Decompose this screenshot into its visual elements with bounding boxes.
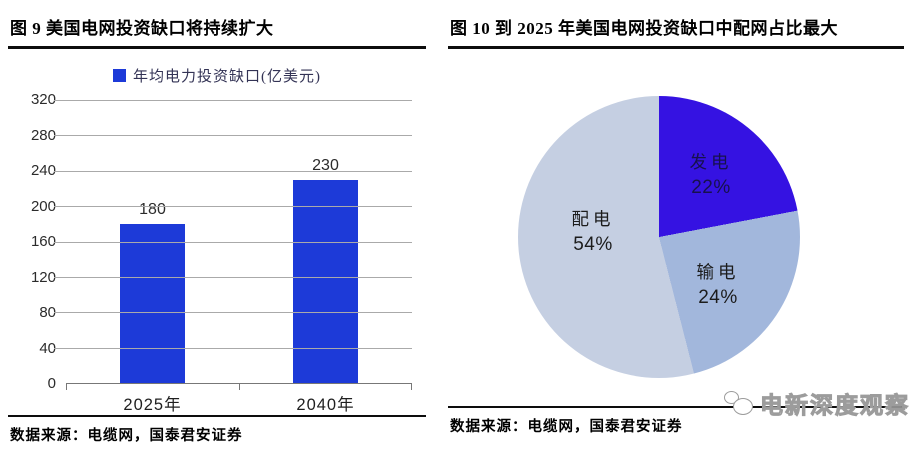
gridline bbox=[54, 241, 412, 243]
bar-2025: 180 bbox=[120, 201, 185, 383]
y-axis: 0 40 80 120 160 200 240 280 320 bbox=[8, 91, 66, 392]
figure10-source-text: 数据来源：电缆网，国泰君安证券 bbox=[450, 419, 683, 435]
y-tick-label: 0 bbox=[47, 375, 56, 392]
y-tick-label: 160 bbox=[30, 233, 56, 250]
pie bbox=[518, 96, 800, 378]
figure10-source: 数据来源：电缆网，国泰君安证券 bbox=[448, 406, 904, 442]
y-tick-label: 240 bbox=[30, 162, 56, 179]
bar-column-2025: 180 bbox=[66, 100, 239, 383]
gridline bbox=[54, 347, 412, 349]
y-tick-label: 200 bbox=[30, 197, 56, 215]
legend-label: 年均电力投资缺口(亿美元) bbox=[133, 69, 321, 85]
gridline bbox=[54, 135, 412, 137]
pie-label-generation-pct: 22% bbox=[691, 177, 731, 198]
gridline bbox=[54, 206, 412, 208]
pie-label-transmission-name: 输电 bbox=[696, 262, 740, 282]
pie-label-transmission-pct: 24% bbox=[698, 287, 738, 308]
x-axis-tick bbox=[66, 384, 67, 390]
figure9-title: 图 9 美国电网投资缺口将持续扩大 bbox=[8, 8, 426, 49]
x-axis-tick bbox=[239, 384, 240, 390]
legend-swatch-icon bbox=[113, 69, 126, 82]
y-tick-label: 280 bbox=[30, 126, 56, 144]
pie-chart: 发电 22% 配电 54% 输电 24% bbox=[448, 49, 912, 385]
bar-value-2040: 230 bbox=[312, 156, 339, 174]
gridline bbox=[54, 100, 412, 101]
y-tick-label: 80 bbox=[39, 304, 56, 321]
figure9-panel: 图 9 美国电网投资缺口将持续扩大 年均电力投资缺口(亿美元) 0 40 80 120… bbox=[0, 0, 432, 446]
pie-label-transmission: 输电 24% bbox=[673, 259, 763, 311]
gridline bbox=[54, 170, 412, 172]
figure9-source: 数据来源：电缆网，国泰君安证券 bbox=[8, 415, 426, 451]
x-label-2025: 2025年 bbox=[123, 396, 182, 414]
x-axis-tick bbox=[411, 384, 412, 390]
bar-chart: 0 40 80 120 160 200 240 280 320 180 230 bbox=[8, 91, 426, 392]
figure10-title: 图 10 到 2025 年美国电网投资缺口中配网占比最大 bbox=[448, 8, 904, 49]
y-tick-label: 120 bbox=[30, 268, 56, 286]
bar-columns: 180 230 bbox=[66, 100, 412, 383]
pie-label-generation-name: 发电 bbox=[689, 152, 733, 172]
bar-value-2025: 180 bbox=[139, 200, 166, 218]
pie-label-distribution-pct: 54% bbox=[573, 234, 613, 255]
pie-label-distribution-name: 配电 bbox=[571, 209, 615, 229]
bar-column-2040: 230 bbox=[239, 100, 412, 383]
bar-chart-legend: 年均电力投资缺口(亿美元) bbox=[8, 65, 426, 86]
pie-label-distribution: 配电 54% bbox=[548, 206, 638, 258]
x-label-2040: 2040年 bbox=[296, 396, 355, 414]
gridline bbox=[54, 312, 412, 314]
y-tick-label: 40 bbox=[39, 339, 56, 357]
gridline bbox=[54, 276, 412, 278]
y-tick-label: 320 bbox=[30, 91, 56, 108]
x-axis-labels: 2025年 2040年 bbox=[8, 391, 426, 415]
pie-label-generation: 发电 22% bbox=[666, 149, 756, 201]
figure10-panel: 图 10 到 2025 年美国电网投资缺口中配网占比最大 发电 22% 配电 5… bbox=[432, 0, 912, 446]
bar-plot: 180 230 bbox=[54, 100, 412, 390]
bar-2040: 230 bbox=[293, 157, 358, 383]
